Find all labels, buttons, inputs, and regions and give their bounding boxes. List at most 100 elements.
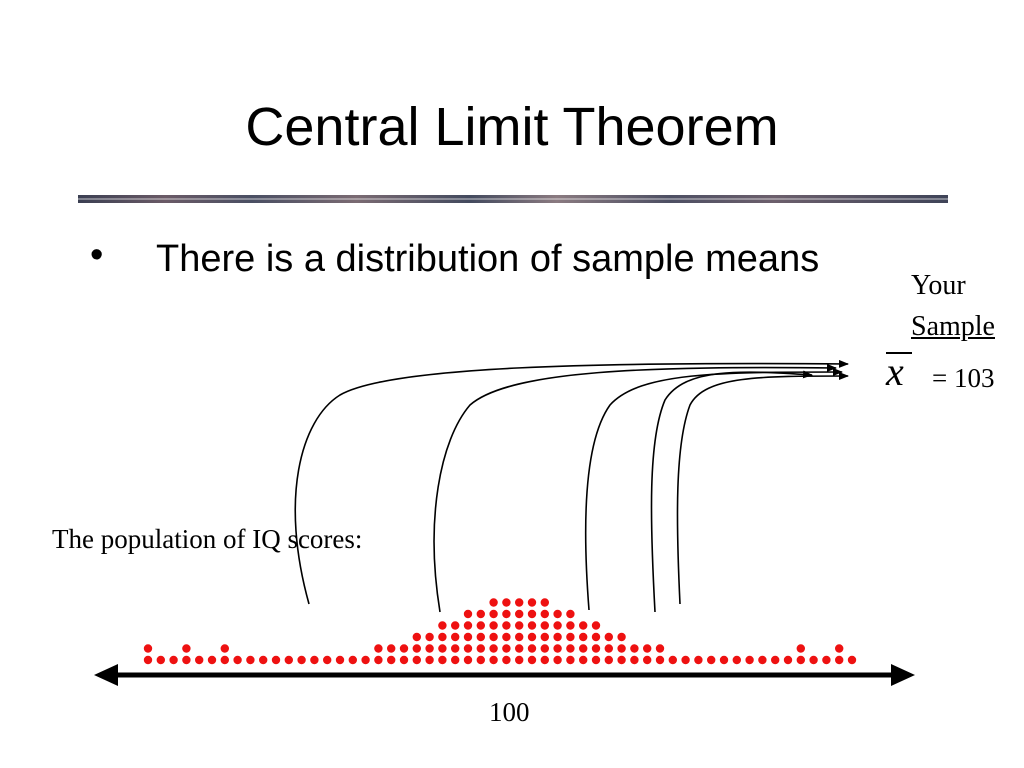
population-dot <box>502 644 511 653</box>
population-dot <box>579 621 588 630</box>
population-dot <box>553 644 562 653</box>
sample-curve-3 <box>584 368 843 611</box>
population-dot <box>323 655 332 665</box>
population-dot <box>630 655 639 665</box>
population-dot <box>579 632 588 642</box>
population-dot <box>489 644 498 653</box>
population-dot <box>604 655 613 665</box>
population-dot <box>451 621 460 630</box>
population-dot <box>515 644 524 653</box>
population-dot <box>502 609 511 619</box>
population-dot <box>463 632 473 642</box>
population-dot <box>451 632 460 642</box>
population-dot <box>566 644 575 653</box>
axis-center-label: 100 <box>489 697 530 727</box>
population-dot <box>527 655 537 665</box>
population-dot <box>527 644 537 653</box>
population-dot <box>515 598 524 607</box>
population-dot <box>527 609 537 619</box>
population-dot <box>489 655 498 665</box>
population-dot <box>476 655 485 665</box>
population-dot <box>681 655 690 665</box>
sample-curve-4 <box>650 370 813 613</box>
bullet-text: There is a distribution of sample means <box>156 238 820 280</box>
population-dot <box>617 632 626 642</box>
population-dot <box>617 644 626 653</box>
population-dot <box>540 632 549 642</box>
population-dot <box>540 609 549 619</box>
population-dot <box>348 655 357 665</box>
population-dot <box>233 655 242 665</box>
population-dot <box>387 644 396 653</box>
population-dot <box>771 655 780 665</box>
population-dot <box>553 632 562 642</box>
population-dot <box>259 655 268 665</box>
population-dot <box>425 655 434 665</box>
population-dot <box>540 598 549 607</box>
population-dot <box>438 621 447 630</box>
population-dot <box>220 655 229 665</box>
population-dot <box>143 655 153 665</box>
population-dot <box>399 655 409 665</box>
population-dot <box>220 644 229 653</box>
population-dot <box>527 598 537 607</box>
population-dot <box>451 644 460 653</box>
population-dot <box>617 655 626 665</box>
population-dot <box>591 632 601 642</box>
population-dot <box>579 655 588 665</box>
population-dot <box>387 655 396 665</box>
population-dot <box>412 655 421 665</box>
population-dot <box>630 644 639 653</box>
population-dot <box>540 655 549 665</box>
population-dot <box>643 644 652 653</box>
population-dot <box>553 655 562 665</box>
population-dot <box>655 644 665 653</box>
population-dot <box>719 655 729 665</box>
population-dot <box>796 655 805 665</box>
population-dot <box>515 609 524 619</box>
population-dot <box>604 632 613 642</box>
population-dot <box>374 644 383 653</box>
population-dot <box>182 644 191 653</box>
population-dot <box>502 632 511 642</box>
population-dot <box>783 655 793 665</box>
population-dot <box>579 644 588 653</box>
population-dot <box>732 655 741 665</box>
population-dot <box>502 655 511 665</box>
population-dot <box>156 655 165 665</box>
population-dot <box>502 621 511 630</box>
population-dot <box>553 621 562 630</box>
population-dot <box>489 621 498 630</box>
population-dot <box>438 655 447 665</box>
population-dot <box>566 621 575 630</box>
population-dot <box>476 609 485 619</box>
xbar-symbol: x <box>886 349 904 394</box>
population-dot <box>195 655 204 665</box>
population-dot <box>489 598 498 607</box>
population-dot <box>502 598 511 607</box>
population-dot <box>540 644 549 653</box>
population-dot <box>463 609 473 619</box>
population-dot <box>361 655 370 665</box>
population-dot <box>745 655 754 665</box>
population-dot <box>425 632 434 642</box>
population-dot <box>476 621 485 630</box>
population-dot <box>591 644 601 653</box>
xbar-overline <box>886 352 912 354</box>
population-dot <box>796 644 805 653</box>
sample-curve-1 <box>294 359 849 605</box>
population-dot <box>463 644 473 653</box>
population-dot <box>271 655 281 665</box>
bullet-icon: • <box>90 234 104 276</box>
population-dot <box>515 632 524 642</box>
title-divider <box>78 195 948 203</box>
population-dot <box>707 655 716 665</box>
sample-curve-2 <box>433 363 837 613</box>
population-dot <box>540 621 549 630</box>
population-dot <box>604 644 613 653</box>
population-dot <box>847 655 857 665</box>
your-label: Your <box>911 270 966 301</box>
population-dot <box>835 644 844 653</box>
xbar-value: = 103 <box>932 363 995 393</box>
